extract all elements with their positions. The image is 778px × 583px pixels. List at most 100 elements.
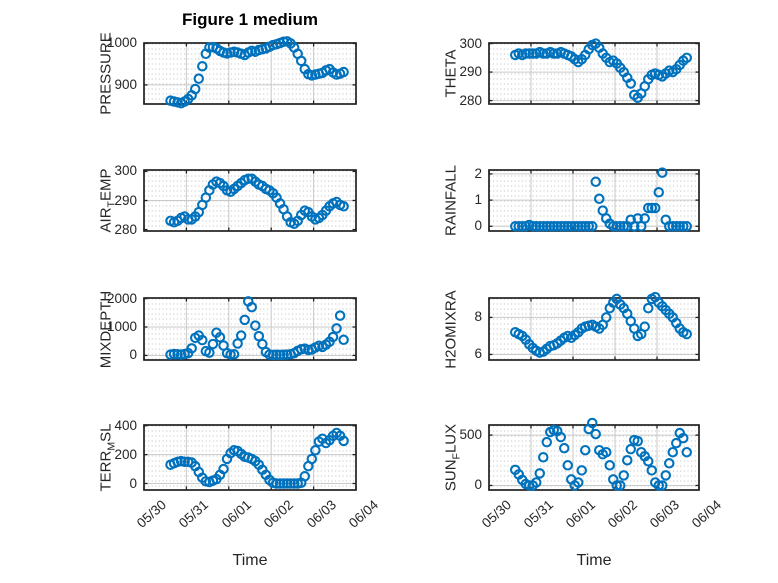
data-marker [625, 443, 636, 455]
data-marker [614, 480, 626, 491]
y-tick-label: 900 [114, 76, 137, 92]
y-tick-label: 300 [459, 35, 482, 51]
axes-box [143, 42, 357, 105]
data-marker [288, 478, 300, 489]
figure-title: Figure 1 medium [181, 10, 319, 29]
data-marker [541, 436, 552, 448]
data-marker [681, 52, 692, 64]
data-marker [527, 221, 538, 232]
data-marker [285, 478, 296, 489]
data-marker [228, 349, 240, 360]
data-marker [670, 437, 682, 449]
data-marker [663, 221, 675, 232]
data-marker [271, 349, 282, 360]
data-marker [509, 221, 521, 232]
data-marker [579, 444, 591, 456]
y-tick-label: 290 [114, 192, 137, 208]
data-marker [534, 468, 545, 479]
data-marker [649, 202, 661, 214]
data-marker [660, 470, 671, 481]
data-marker [607, 221, 619, 232]
data-marker [590, 176, 601, 188]
data-marker [642, 202, 654, 214]
data-marker [677, 221, 689, 232]
data-marker [551, 221, 563, 232]
data-marker [593, 193, 605, 205]
data-marker [310, 445, 321, 456]
data-marker [523, 48, 535, 59]
x-axis-label-right: Time [576, 552, 612, 569]
data-marker [681, 328, 692, 340]
data-marker [646, 465, 657, 476]
data-marker [331, 323, 342, 334]
data-marker [239, 314, 250, 326]
data-marker [653, 187, 664, 198]
data-marker [246, 301, 258, 313]
data-marker [611, 480, 622, 491]
data-marker [572, 221, 584, 232]
data-marker [677, 432, 689, 444]
y-tick-label: 280 [459, 92, 482, 108]
data-marker [274, 478, 286, 489]
data-marker [639, 213, 650, 224]
axes-box [488, 297, 700, 361]
data-marker [632, 435, 643, 447]
data-marker [530, 477, 542, 488]
data-marker [565, 221, 577, 232]
data-marker [530, 221, 542, 232]
data-marker [555, 221, 566, 232]
data-marker [235, 330, 247, 341]
data-marker [555, 431, 566, 443]
y-tick-label: 8 [474, 309, 482, 325]
data-marker [218, 463, 229, 475]
y-tick-label: 290 [459, 64, 482, 80]
data-marker [537, 48, 549, 59]
data-marker [271, 478, 282, 489]
data-marker [295, 55, 307, 67]
data-marker [274, 349, 286, 361]
data-marker [642, 302, 654, 314]
data-marker [562, 460, 573, 471]
data-marker [338, 435, 349, 447]
y-tick-label: 400 [114, 417, 137, 433]
y-tick-label: 2 [474, 165, 482, 181]
data-marker [197, 60, 208, 72]
data-marker [513, 221, 524, 232]
data-marker [656, 167, 668, 178]
data-marker [338, 334, 349, 346]
x-axis-label-left: Time [232, 552, 268, 569]
data-marker [225, 349, 236, 360]
subplot-pressure [143, 36, 357, 109]
data-marker [278, 478, 289, 489]
data-marker [586, 417, 598, 429]
data-marker [537, 221, 549, 232]
data-marker [179, 456, 190, 468]
data-marker [548, 48, 559, 59]
y-tick-label: 280 [114, 221, 137, 237]
y-tick-label: 500 [459, 427, 482, 443]
data-marker [579, 221, 591, 232]
data-marker [306, 453, 318, 465]
data-marker [618, 470, 629, 481]
subplot-terr-msl [143, 424, 357, 491]
data-marker [278, 349, 289, 360]
data-marker [172, 349, 183, 360]
axes-box [488, 42, 700, 105]
data-marker [338, 66, 349, 78]
data-marker [520, 48, 531, 59]
data-marker [299, 471, 311, 482]
data-marker [656, 480, 668, 491]
data-marker [281, 478, 293, 489]
data-marker [614, 221, 626, 232]
y-tick-label: 1 [474, 192, 482, 208]
data-marker [670, 221, 682, 232]
data-marker [168, 348, 180, 360]
data-marker [576, 465, 587, 476]
y-axis-label-sun-flux: SUNFLUX [442, 373, 463, 543]
data-marker [674, 221, 685, 232]
y-tick-label: 300 [114, 163, 137, 179]
data-marker [639, 321, 650, 332]
y-tick-label: 6 [474, 346, 482, 362]
data-marker [681, 221, 692, 232]
